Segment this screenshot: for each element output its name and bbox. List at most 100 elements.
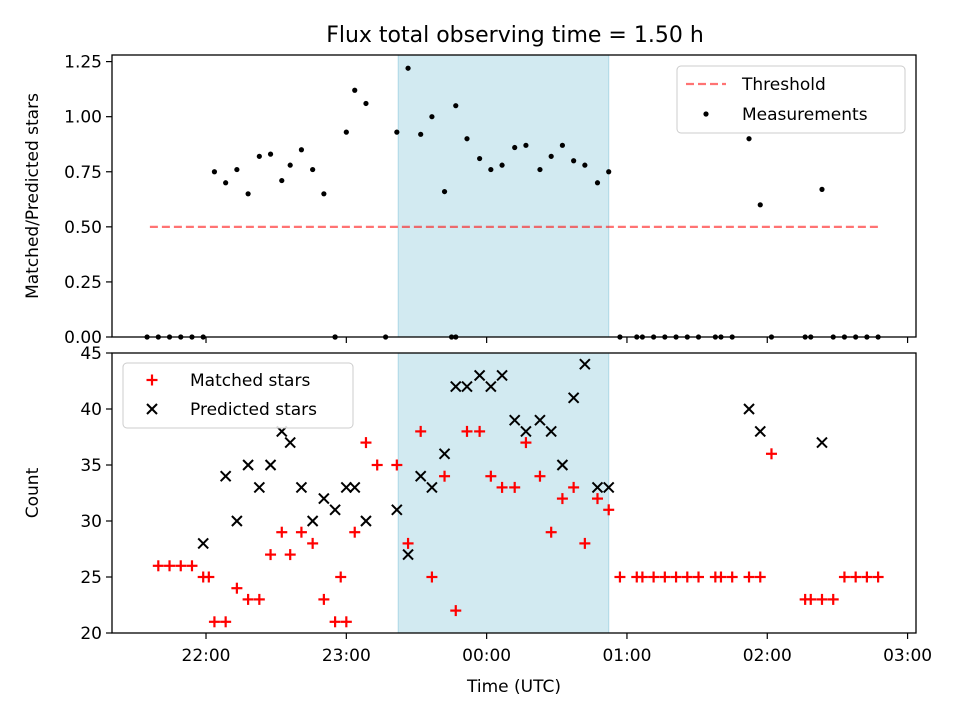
measurement-point — [523, 142, 529, 148]
predicted-star-point — [306, 515, 319, 527]
matched-star-point — [253, 593, 265, 605]
matched-star-point — [636, 571, 648, 583]
predicted-marker-b — [603, 481, 615, 494]
matched-star-point — [681, 571, 693, 583]
predicted-marker-b — [461, 380, 473, 393]
predicted-marker-b — [450, 380, 462, 393]
measurement-point — [279, 177, 285, 184]
matched-star-point — [231, 582, 243, 594]
predicted-star-point — [508, 414, 521, 426]
predicted-marker-b — [340, 481, 353, 494]
measurement-point — [418, 131, 424, 137]
predicted-marker-b — [426, 481, 438, 494]
predicted-star-point — [231, 515, 243, 527]
matched-star-point — [509, 481, 521, 493]
y-tick-label: 1.25 — [64, 53, 102, 73]
matched-star-point — [220, 616, 232, 628]
matched-star-point — [360, 437, 372, 449]
predicted-star-point — [340, 481, 353, 494]
predicted-marker-b — [556, 459, 569, 471]
predicted-star-point — [485, 380, 497, 393]
x-tick-label: 03:00 — [883, 646, 932, 666]
measurement-point — [582, 162, 588, 168]
x-tick-label: 22:00 — [182, 646, 231, 666]
matched-star-point — [426, 571, 438, 583]
predicted-star-point — [349, 481, 361, 494]
predicted-marker-b — [414, 470, 427, 482]
predicted-star-point — [253, 481, 266, 494]
legend-measurement-swatch — [703, 111, 709, 117]
matched-star-point — [186, 560, 198, 572]
predicted-marker-b — [567, 392, 580, 404]
matched-star-point — [164, 560, 176, 572]
predicted-marker-b — [306, 515, 319, 527]
measurement-point — [548, 153, 554, 159]
matched-star-point — [208, 616, 220, 628]
measurement-point — [234, 166, 240, 173]
legend-predicted-swatch-b — [146, 403, 158, 415]
matched-star-point — [670, 571, 682, 583]
predicted-marker-b — [360, 515, 372, 527]
measurement-point — [594, 180, 601, 186]
matched-star-point — [335, 571, 347, 583]
y-tick-label: 0.00 — [64, 328, 102, 348]
matched-star-point — [648, 571, 660, 583]
predicted-star-point — [329, 504, 341, 516]
predicted-star-point — [426, 481, 438, 494]
y-tick-label: 0.50 — [64, 218, 102, 238]
predicted-marker-b — [754, 425, 766, 438]
matched-star-point — [816, 593, 828, 605]
predicted-star-point — [579, 358, 591, 370]
legend-box — [676, 65, 906, 134]
matched-star-point — [439, 470, 451, 482]
matched-star-point — [265, 549, 277, 561]
measurement-point — [298, 147, 305, 153]
measurement-point — [310, 166, 316, 173]
matched-star-point — [614, 571, 626, 583]
measurement-point — [464, 136, 470, 142]
matched-star-point — [827, 593, 839, 605]
legend-box — [122, 362, 354, 429]
matched-star-point — [474, 425, 486, 437]
matched-star-point — [318, 593, 330, 605]
predicted-marker-b — [402, 548, 414, 561]
matched-star-point — [242, 593, 254, 605]
predicted-marker-b — [743, 403, 755, 415]
predicted-marker-b — [496, 369, 508, 382]
predicted-marker-b — [284, 436, 296, 449]
predicted-star-point — [496, 369, 508, 382]
matched-star-point — [693, 571, 705, 583]
x-tick-label: 00:00 — [462, 646, 511, 666]
matched-star-point — [805, 593, 817, 605]
predicted-star-point — [545, 425, 557, 438]
axes-frame — [111, 352, 917, 634]
predicted-star-point — [219, 470, 232, 482]
measurement-point — [245, 191, 251, 197]
predicted-star-point — [414, 470, 427, 482]
axes-frame — [111, 54, 917, 338]
legend-bottom: Matched stars Predicted stars — [122, 362, 354, 429]
measurement-point — [352, 87, 358, 93]
predicted-marker-b — [534, 414, 546, 426]
measurement-point — [488, 166, 494, 173]
matched-star-point — [485, 470, 497, 482]
measurement-point — [321, 191, 327, 197]
predicted-star-point — [295, 481, 308, 494]
predicted-star-point — [318, 492, 330, 505]
measurement-point — [559, 142, 566, 148]
measurement-point — [267, 151, 274, 157]
matched-star-point — [175, 560, 187, 572]
measurement-point — [757, 202, 763, 208]
predicted-star-point — [603, 481, 615, 494]
x-tick-label: 01:00 — [602, 646, 651, 666]
measurement-point — [394, 129, 400, 135]
predicted-star-point — [360, 515, 372, 527]
shaded-band — [397, 54, 610, 338]
measurement-point — [223, 180, 229, 186]
matched-star-point — [391, 459, 403, 471]
y-tick-label: 25 — [80, 568, 102, 588]
matched-star-point — [295, 526, 307, 538]
measurement-point — [343, 129, 349, 135]
predicted-star-point — [591, 481, 604, 494]
